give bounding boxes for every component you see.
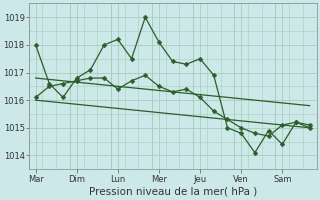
X-axis label: Pression niveau de la mer( hPa ): Pression niveau de la mer( hPa ) xyxy=(89,187,257,197)
